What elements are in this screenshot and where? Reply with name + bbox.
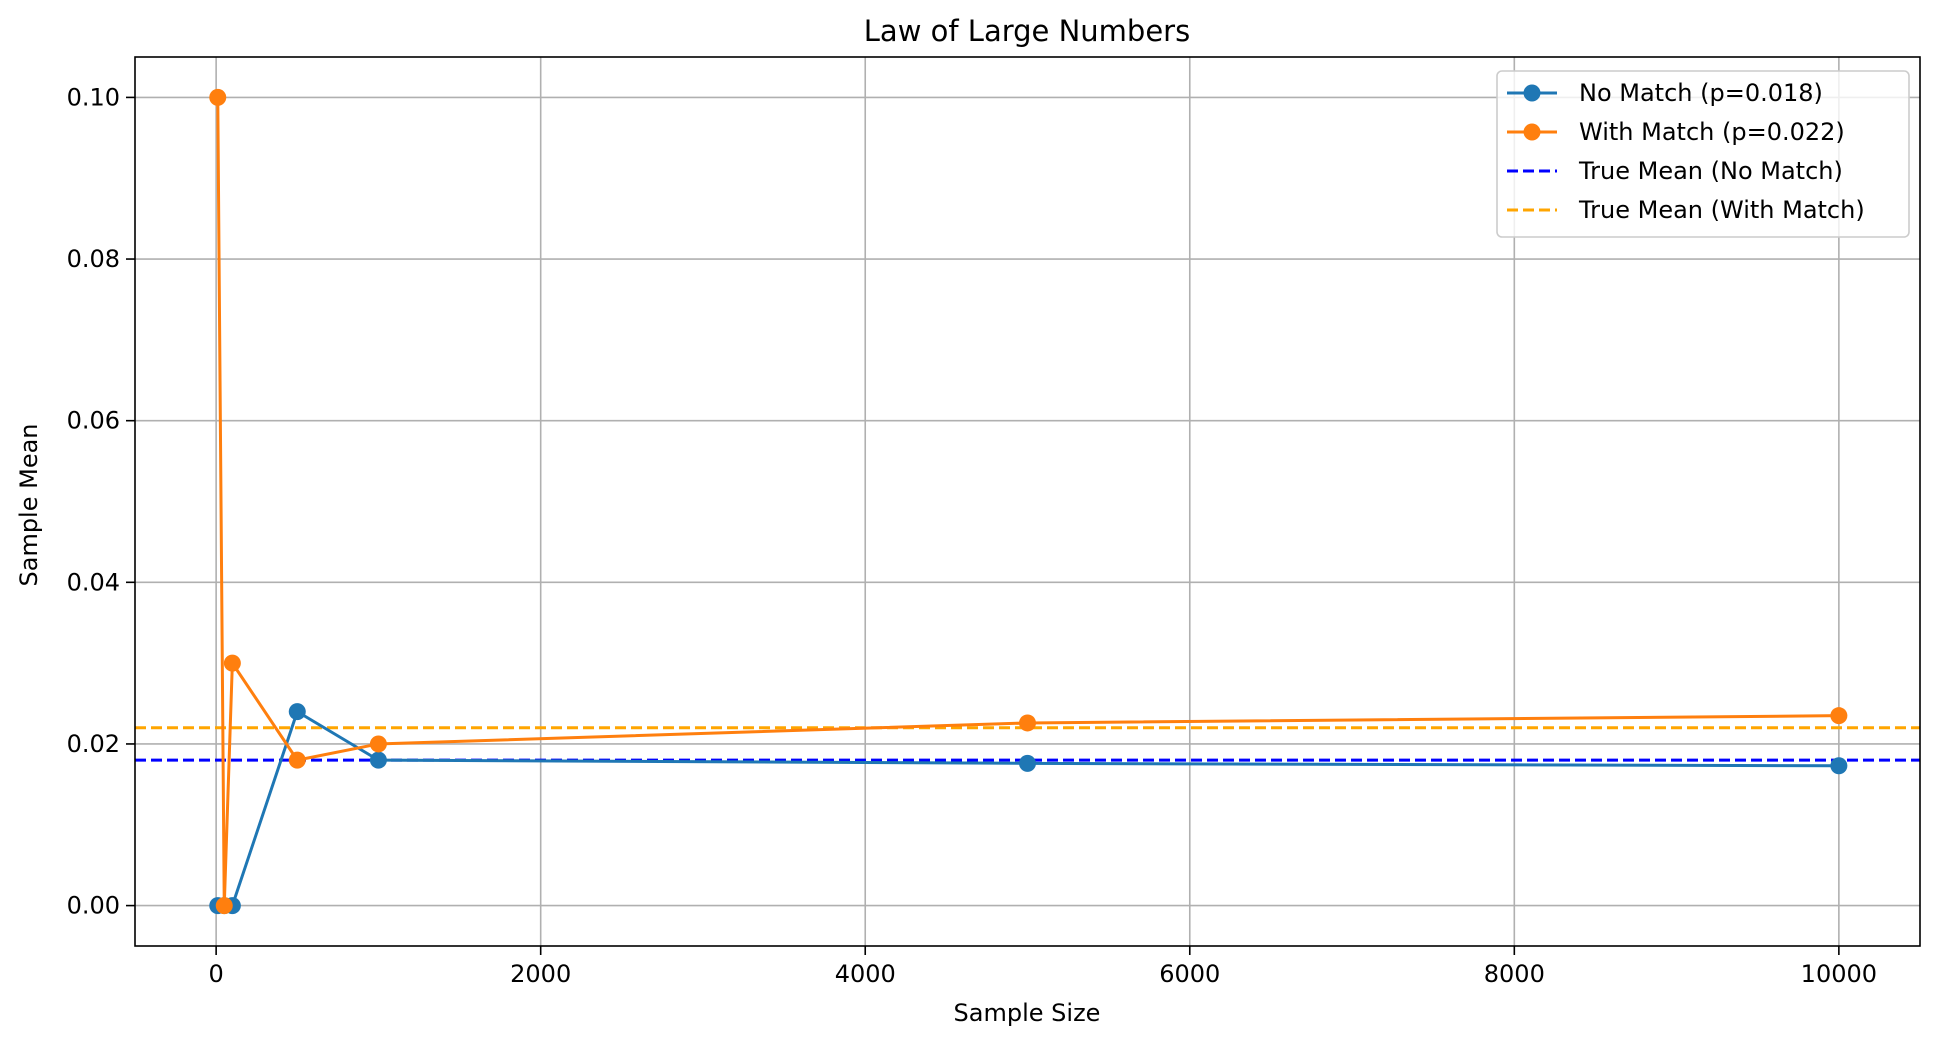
- y-tick-label: 0.04: [67, 568, 120, 596]
- x-tick-label: 4000: [835, 960, 896, 988]
- legend-label: True Mean (With Match): [1578, 196, 1865, 224]
- data-point: [288, 751, 306, 769]
- legend-label: With Match (p=0.022): [1579, 118, 1845, 146]
- x-tick-label: 0: [208, 960, 223, 988]
- x-tick-label: 8000: [1484, 960, 1545, 988]
- y-axis-title: Sample Mean: [15, 423, 43, 586]
- data-point: [369, 735, 387, 753]
- data-point: [288, 703, 306, 721]
- legend-box: [1496, 70, 1910, 238]
- series-layer: [209, 88, 1848, 915]
- y-tick-label: 0.00: [67, 892, 120, 920]
- legend: No Match (p=0.018) With Match (p=0.022) Tr…: [1496, 70, 1910, 238]
- data-point: [1019, 754, 1036, 772]
- x-tick-label: 6000: [1159, 960, 1220, 988]
- y-tick-label: 0.06: [67, 407, 120, 435]
- legend-marker: [1523, 123, 1541, 141]
- y-tick-label: 0.02: [67, 730, 120, 758]
- y-tick-label: 0.08: [67, 245, 120, 273]
- plot-frame: [134, 56, 1921, 947]
- data-point: [369, 751, 387, 769]
- data-point: [1019, 714, 1036, 732]
- legend-label: No Match (p=0.018): [1579, 79, 1823, 107]
- grid-layer: [135, 57, 1920, 946]
- data-point: [209, 88, 227, 106]
- tick-layer: 0 2000 4000 6000 8000 10000 0.00 0.02 0.04 0.06 0.…: [67, 83, 1877, 988]
- x-tick-label: 10000: [1801, 960, 1877, 988]
- data-point: [223, 654, 241, 672]
- data-point: [215, 897, 233, 915]
- data-point: [1830, 707, 1848, 725]
- x-tick-label: 2000: [510, 960, 571, 988]
- chart-title: Law of Large Numbers: [864, 14, 1190, 48]
- x-axis-title: Sample Size: [954, 999, 1101, 1027]
- data-point: [1830, 757, 1848, 775]
- y-tick-label: 0.10: [67, 83, 120, 111]
- legend-marker: [1523, 84, 1541, 102]
- legend-label: True Mean (No Match): [1578, 157, 1843, 185]
- series-1: [209, 88, 1848, 915]
